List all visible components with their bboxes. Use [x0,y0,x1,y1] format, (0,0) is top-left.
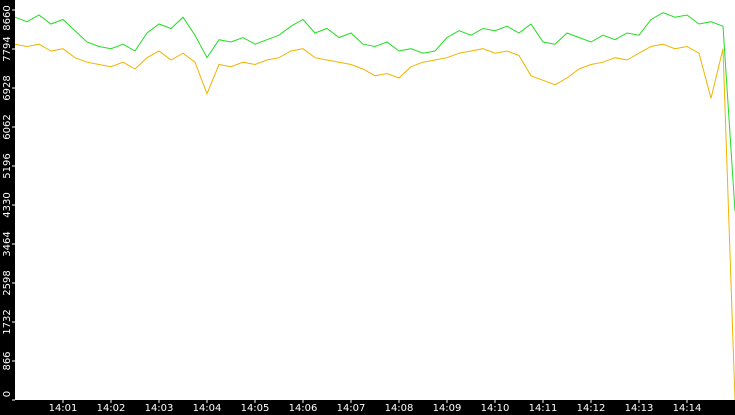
y-tick-label: 5196 [2,153,13,178]
x-tick-label: 14:06 [289,403,318,414]
x-tick-label: 14:10 [481,403,510,414]
x-tick-label: 14:07 [337,403,366,414]
x-tick-label: 14:01 [49,403,78,414]
y-tick-label: 8660 [2,5,13,30]
x-axis-band [0,400,735,415]
y-tick-label: 6928 [2,75,13,100]
series-line [14,12,735,211]
x-tick-label: 14:03 [145,403,174,414]
y-tick-label: 2598 [2,270,13,295]
y-tick-label: 1732 [2,309,13,334]
y-axis-band [0,0,15,415]
series-line [14,43,735,401]
x-tick-label: 14:04 [193,403,222,414]
y-tick-label: 866 [2,351,13,370]
y-tick-label: 3464 [2,231,13,256]
x-tick-label: 14:09 [433,403,462,414]
x-tick-label: 14:11 [529,403,558,414]
x-tick-label: 14:08 [385,403,414,414]
x-tick-label: 14:02 [97,403,126,414]
y-tick-label: 4330 [2,192,13,217]
x-tick-label: 14:12 [577,403,606,414]
y-tick-label: 0 [2,391,13,397]
y-tick-label: 7794 [2,36,13,61]
y-tick-label: 6062 [2,114,13,139]
x-tick-label: 14:05 [241,403,270,414]
x-tick-label: 14:14 [673,403,702,414]
x-tick-label: 14:13 [625,403,654,414]
